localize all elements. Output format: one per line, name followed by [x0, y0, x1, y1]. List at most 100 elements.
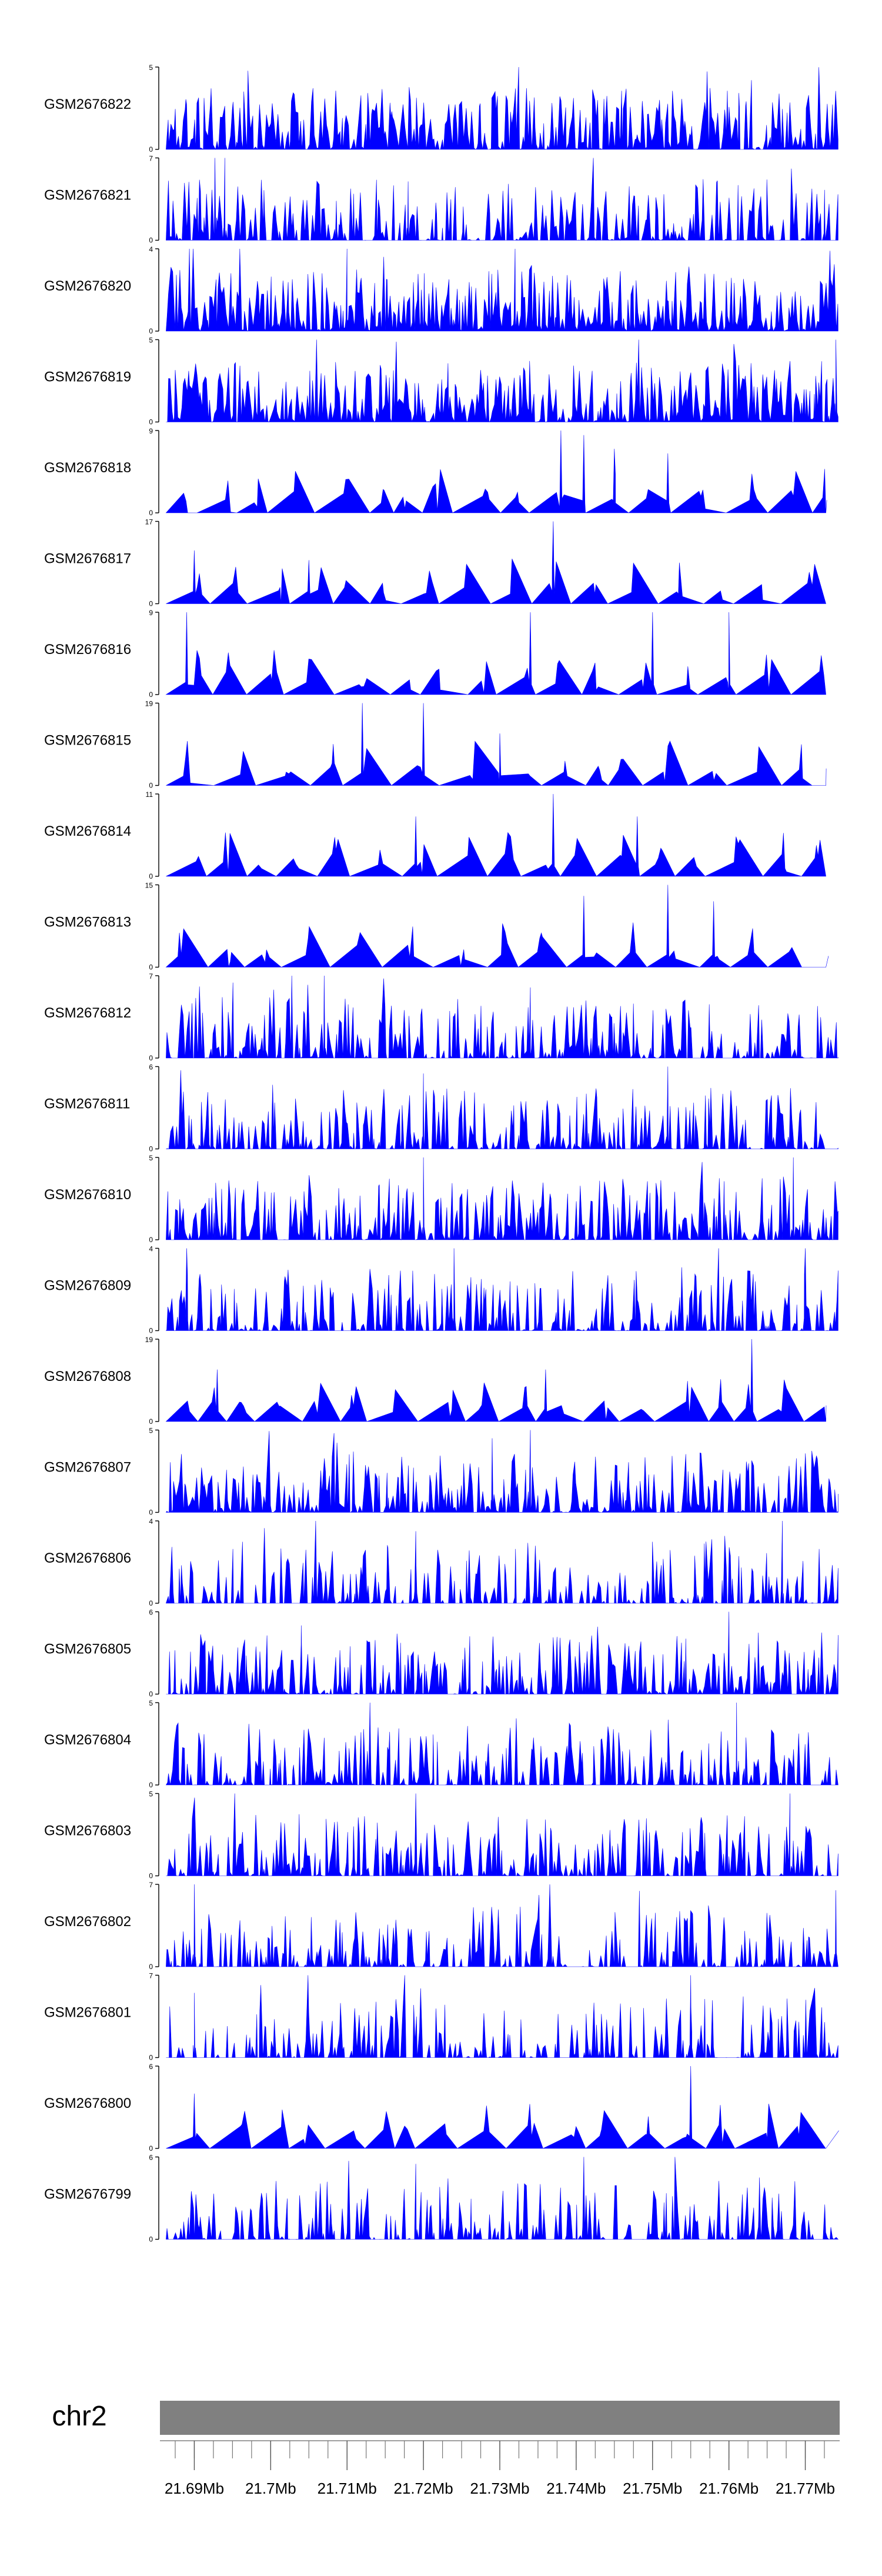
track-GSM2676817: GSM2676817 17 0 — [44, 518, 826, 608]
track-GSM2676821: GSM2676821 7 0 — [44, 155, 838, 245]
y-min-label: 0 — [149, 1417, 153, 1426]
track-label: GSM2676817 — [44, 551, 131, 567]
coverage-area — [166, 703, 827, 786]
y-min-label: 0 — [149, 1599, 153, 1607]
x-tick-label: 21.74Mb — [546, 2480, 606, 2497]
coverage-area — [166, 339, 838, 423]
y-min-label: 0 — [149, 963, 153, 972]
y-max-label: 4 — [149, 1517, 153, 1526]
track-label: GSM2676813 — [44, 915, 131, 930]
y-min-label: 0 — [149, 1872, 153, 1880]
track-GSM2676806: GSM2676806 4 0 — [44, 1517, 838, 1607]
coverage-area — [165, 430, 827, 513]
y-max-label: 19 — [145, 700, 153, 708]
track-label: GSM2676819 — [44, 369, 131, 385]
y-max-label: 6 — [149, 2063, 153, 2071]
track-GSM2676799: GSM2676799 6 0 — [44, 2154, 839, 2244]
track-label: GSM2676805 — [44, 1641, 131, 1657]
track-label: GSM2676812 — [44, 1005, 131, 1021]
y-min-label: 0 — [149, 1145, 153, 1153]
y-max-label: 7 — [149, 972, 153, 980]
track-label: GSM2676820 — [44, 278, 131, 294]
y-min-label: 0 — [149, 1236, 153, 1244]
track-GSM2676810: GSM2676810 5 0 — [44, 1154, 838, 1244]
chromosome-label: chr2 — [52, 2401, 106, 2432]
y-max-label: 7 — [149, 1881, 153, 1889]
track-GSM2676819: GSM2676819 5 0 — [44, 336, 838, 426]
track-label: GSM2676815 — [44, 733, 131, 749]
track-GSM2676804: GSM2676804 5 0 — [44, 1699, 838, 1789]
coverage-area — [166, 1611, 838, 1695]
y-max-label: 7 — [149, 155, 153, 163]
coverage-area — [166, 66, 838, 151]
track-label: GSM2676802 — [44, 1914, 131, 1930]
track-label: GSM2676803 — [44, 1823, 131, 1839]
x-tick-label: 21.76Mb — [699, 2480, 759, 2497]
tracks-layer: GSM267682250GSM267682170GSM267682040GSM2… — [44, 64, 839, 2244]
track-GSM2676809: GSM2676809 4 0 — [44, 1245, 838, 1335]
y-max-label: 5 — [149, 1427, 153, 1435]
track-label: GSM2676799 — [44, 2187, 131, 2203]
y-min-label: 0 — [149, 236, 153, 245]
genome-axis: 21.69Mb 21.7Mb 21.71Mb 21.72Mb 21.73Mb 21.74M… — [160, 2440, 840, 2497]
y-max-label: 9 — [149, 609, 153, 617]
y-min-label: 0 — [149, 2144, 153, 2153]
y-min-label: 0 — [149, 1690, 153, 1699]
track-label: GSM2676806 — [44, 1550, 131, 1566]
coverage-area — [166, 793, 826, 877]
y-max-label: 5 — [149, 1790, 153, 1798]
track-label: GSM2676808 — [44, 1369, 131, 1384]
x-tick-label: 21.73Mb — [470, 2480, 529, 2497]
track-GSM2676808: GSM2676808 19 0 — [44, 1336, 827, 1426]
y-max-label: 9 — [149, 427, 153, 435]
y-min-label: 0 — [149, 509, 153, 517]
x-tick-label: 21.75Mb — [623, 2480, 682, 2497]
track-label: GSM2676821 — [44, 188, 131, 203]
coverage-area — [166, 1157, 838, 1241]
track-GSM2676814: GSM2676814 11 0 — [44, 790, 826, 880]
y-min-label: 0 — [149, 2235, 153, 2244]
y-min-label: 0 — [149, 1054, 153, 1062]
coverage-area — [165, 885, 829, 967]
track-label: GSM2676809 — [44, 1278, 131, 1294]
y-min-label: 0 — [149, 1327, 153, 1335]
coverage-area — [166, 158, 838, 241]
y-min-label: 0 — [149, 327, 153, 335]
track-GSM2676818: GSM2676818 9 0 — [44, 427, 827, 517]
y-max-label: 19 — [145, 1336, 153, 1344]
track-GSM2676807: GSM2676807 5 0 — [44, 1427, 838, 1517]
y-min-label: 0 — [149, 1509, 153, 1517]
track-label: GSM2676804 — [44, 1732, 131, 1748]
track-GSM2676820: GSM2676820 4 0 — [44, 245, 838, 335]
track-GSM2676811: GSM2676811 6 0 — [44, 1063, 838, 1153]
x-tick-label: 21.77Mb — [776, 2480, 835, 2497]
track-label: GSM2676800 — [44, 2095, 131, 2111]
track-label: GSM2676801 — [44, 2005, 131, 2021]
coverage-area — [166, 1793, 838, 1877]
coverage-area — [166, 2157, 839, 2240]
x-tick-label: 21.7Mb — [245, 2480, 296, 2497]
y-max-label: 15 — [145, 882, 153, 890]
y-min-label: 0 — [149, 418, 153, 426]
track-GSM2676803: GSM2676803 5 0 — [44, 1790, 838, 1880]
y-min-label: 0 — [149, 872, 153, 880]
y-max-label: 6 — [149, 2154, 153, 2162]
coverage-area — [166, 2066, 839, 2149]
track-label: GSM2676810 — [44, 1187, 131, 1203]
y-max-label: 7 — [149, 1972, 153, 1980]
y-min-label: 0 — [149, 782, 153, 790]
coverage-area — [165, 612, 826, 695]
y-max-label: 4 — [149, 245, 153, 253]
x-tick-label: 21.71Mb — [318, 2480, 377, 2497]
coverage-area — [165, 1339, 827, 1422]
y-max-label: 6 — [149, 1609, 153, 1617]
coverage-area — [166, 975, 838, 1059]
y-max-label: 5 — [149, 1699, 153, 1707]
coverage-area — [166, 1884, 838, 1968]
track-label: GSM2676811 — [44, 1096, 130, 1112]
coverage-area — [165, 1248, 838, 1332]
y-min-label: 0 — [149, 145, 153, 154]
y-min-label: 0 — [149, 1781, 153, 1789]
coverage-area — [166, 521, 826, 605]
